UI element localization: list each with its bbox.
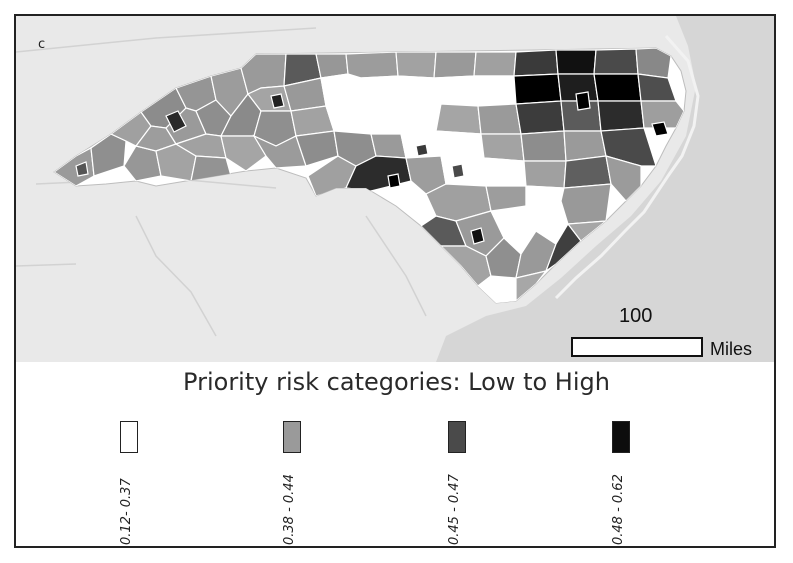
map-panel[interactable]: c 100 Miles <box>16 16 774 362</box>
region-northeast[interactable] <box>473 48 685 242</box>
region-piedmont[interactable] <box>325 51 492 222</box>
legend-swatch-high <box>448 421 466 453</box>
legend-swatch-highest <box>612 421 630 453</box>
legend-title: Priority risk categories: Low to High <box>183 368 610 396</box>
scale-bar <box>571 337 703 357</box>
legend-swatch-low <box>120 421 138 453</box>
coastline <box>554 35 700 300</box>
legend-range-low: 0.12- 0.37 <box>119 478 134 545</box>
legend-range-highest: 0.48 - 0.62 <box>611 474 626 545</box>
legend-range-medium: 0.38 - 0.44 <box>282 474 297 545</box>
panel-label: c <box>38 37 46 52</box>
scale-bar-value: 100 <box>619 305 653 327</box>
region-west[interactable] <box>54 67 267 187</box>
legend-range-high: 0.45 - 0.47 <box>447 474 462 545</box>
map-canvas[interactable] <box>16 16 774 362</box>
scale-bar-unit: Miles <box>710 339 753 359</box>
region-southeast[interactable] <box>420 193 582 303</box>
region-foothills[interactable] <box>240 53 357 197</box>
legend-swatch-medium <box>283 421 301 453</box>
ocean-shape <box>436 16 774 362</box>
